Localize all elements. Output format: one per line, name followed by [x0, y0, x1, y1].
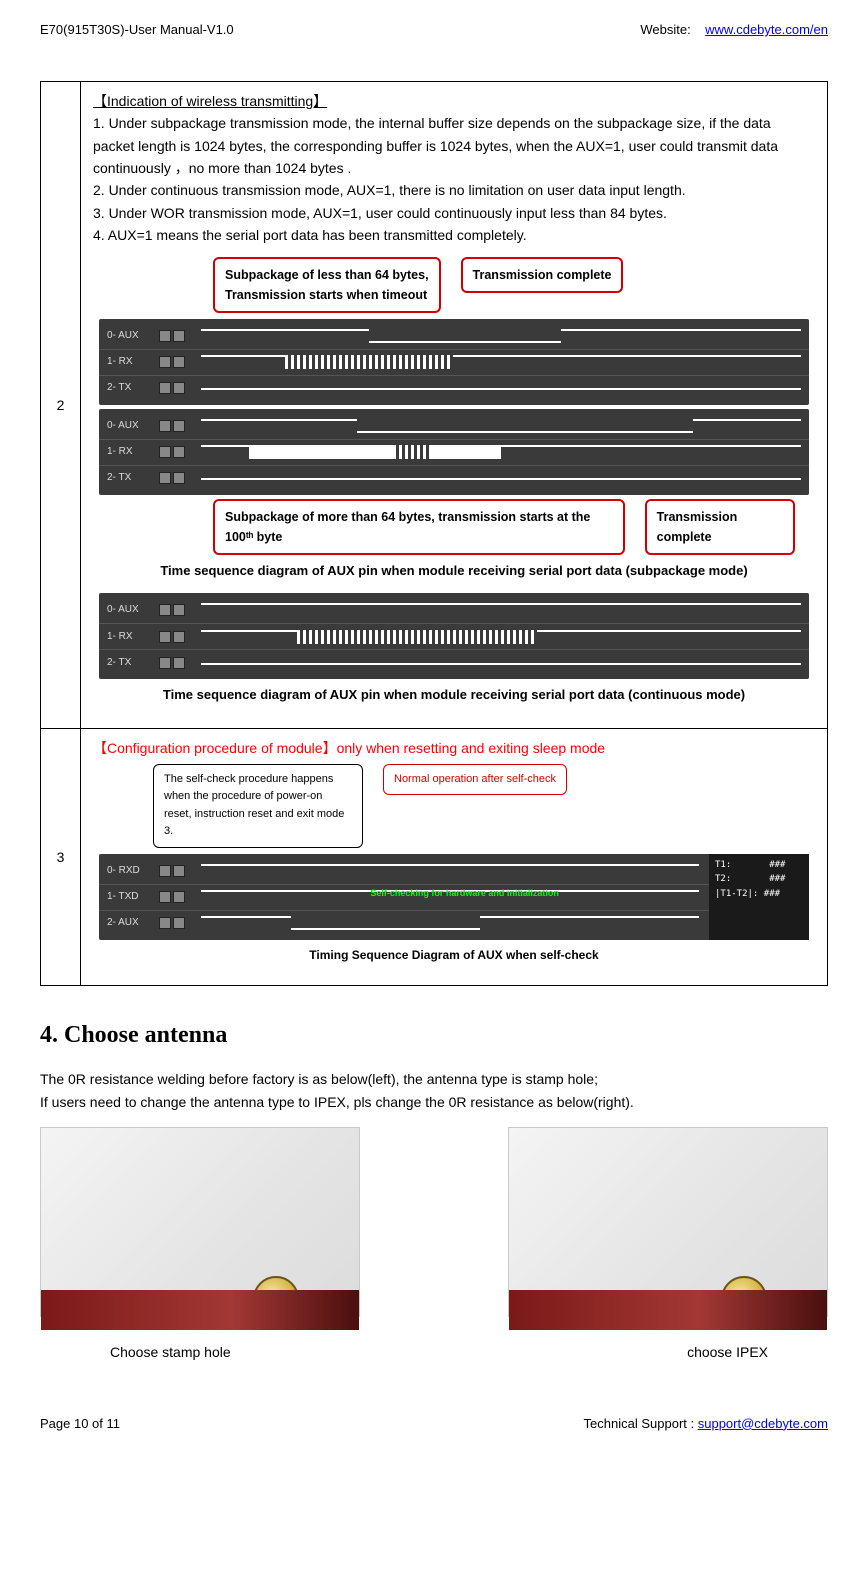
page-header: E70(915T30S)-User Manual-V1.0 Website: w… — [40, 20, 828, 41]
row3-index: 3 — [41, 729, 81, 986]
callout-subpackage-lt64: Subpackage of less than 64 bytes, Transm… — [213, 257, 441, 313]
support-label: Technical Support : — [584, 1416, 698, 1431]
scope-label-rxd: 0- RXD — [99, 863, 159, 879]
row3-title: 【Configuration procedure of module】only … — [93, 737, 815, 759]
callout-tx-complete-2: Transmission complete — [645, 499, 795, 555]
antenna-caption-right: choose IPEX — [687, 1341, 768, 1363]
scope-label-aux: 0- AUX — [99, 328, 159, 344]
site-label: Website: — [640, 22, 690, 37]
scope-subpackage-lt64: 0- AUX 1- RX 2- TX — [99, 319, 809, 405]
scope-label-tx: 2- TX — [99, 380, 159, 396]
selfcheck-green-label: Self-checking for hardware and initializ… — [370, 886, 559, 900]
antenna-images — [40, 1127, 828, 1317]
scope-selfcheck: 0- RXD 1- TXD Self-checking for hardware… — [99, 854, 809, 940]
row2-p3: 3. Under WOR transmission mode, AUX=1, u… — [93, 202, 815, 224]
site-block: Website: www.cdebyte.com/en — [640, 20, 828, 41]
callout-subpackage-gt64: Subpackage of more than 64 bytes, transm… — [213, 499, 625, 555]
row3-content: 【Configuration procedure of module】only … — [81, 729, 828, 986]
scope-label-rx: 1- RX — [99, 354, 159, 370]
support-block: Technical Support : support@cdebyte.com — [584, 1414, 828, 1435]
timing-diagram-1: Subpackage of less than 64 bytes, Transm… — [93, 247, 815, 721]
antenna-ipex-img — [508, 1127, 828, 1317]
section4-heading: 4. Choose antenna — [40, 1016, 828, 1054]
timing-stats: T1: ### T2: ### |T1-T2|: ### — [709, 854, 809, 940]
callout-selfcheck-when: The self-check procedure happens when th… — [153, 764, 363, 848]
support-email-link[interactable]: support@cdebyte.com — [698, 1416, 828, 1431]
scope-subpackage-gt64: 0- AUX 1- RX 2- TX — [99, 409, 809, 495]
callout-normal-after: Normal operation after self-check — [383, 764, 567, 796]
page-number: Page 10 of 11 — [40, 1414, 120, 1435]
antenna-stamp-hole-img — [40, 1127, 360, 1317]
row2-p2: 2. Under continuous transmission mode, A… — [93, 179, 815, 201]
row2-p4: 4. AUX=1 means the serial port data has … — [93, 224, 815, 246]
row2-p1: 1. Under subpackage transmission mode, t… — [93, 112, 815, 179]
site-link[interactable]: www.cdebyte.com/en — [705, 22, 828, 37]
row2-index: 2 — [41, 81, 81, 728]
caption-selfcheck: Timing Sequence Diagram of AUX when self… — [93, 946, 815, 965]
row2-title: 【Indication of wireless transmitting】 — [93, 90, 815, 112]
page-footer: Page 10 of 11 Technical Support : suppor… — [40, 1414, 828, 1435]
section4-p2: If users need to change the antenna type… — [40, 1091, 828, 1113]
scope-label-aux2: 2- AUX — [99, 915, 159, 931]
content-table: 2 【Indication of wireless transmitting】 … — [40, 81, 828, 986]
scope-continuous: 0- AUX 1- RX 2- TX — [99, 593, 809, 679]
scope-label-txd: 1- TXD — [99, 889, 159, 905]
antenna-caption-left: Choose stamp hole — [110, 1341, 231, 1363]
caption-continuous: Time sequence diagram of AUX pin when mo… — [93, 685, 815, 706]
caption-subpackage: Time sequence diagram of AUX pin when mo… — [93, 561, 815, 582]
row2-content: 【Indication of wireless transmitting】 1.… — [81, 81, 828, 728]
callout-tx-complete-1: Transmission complete — [461, 257, 624, 293]
doc-id: E70(915T30S)-User Manual-V1.0 — [40, 20, 234, 41]
section4-p1: The 0R resistance welding before factory… — [40, 1068, 828, 1090]
